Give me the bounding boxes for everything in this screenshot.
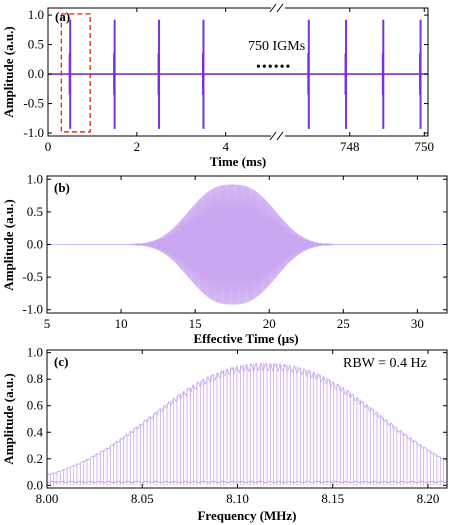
panel-b-xtick-5-label: 30 (411, 316, 424, 331)
panel-c-ytick-1-label: 0.2 (27, 451, 43, 466)
panel-a-ytick-1-label: -0.5 (23, 96, 44, 111)
spectrum-envelope (47, 362, 447, 476)
panel-b-xtick-2-label: 15 (189, 316, 202, 331)
panel-a-xtick-right-1-label: 750 (415, 139, 435, 154)
panel-c-ticks: 0.0 0.2 0.4 0.6 0.8 1.0 8.00 8.05 8.10 8.15 8.20 (27, 345, 447, 506)
panel-a-xtick-left-2-label: 4 (222, 139, 229, 154)
panel-c-xtick-1-label: 8.05 (131, 491, 154, 506)
panel-b-ytick-1-label: -0.5 (22, 269, 43, 284)
rbw-annotation: RBW = 0.4 Hz (343, 356, 427, 371)
panel-b-ytick-0-label: -1.0 (22, 302, 43, 317)
panel-c-ylabel: Amplitude (a.u.) (1, 373, 16, 464)
panel-c-frame (46, 349, 448, 489)
panel-b-ylabel: Amplitude (a.u.) (1, 199, 16, 290)
panel-c-ytick-5-label: 1.0 (27, 345, 43, 360)
panel-b-signal (47, 184, 447, 305)
ellipsis-dots: •••••• (256, 60, 291, 75)
panel-a-ytick-2-label: 0.0 (28, 66, 44, 81)
panel-a-ylabel: Amplitude (a.u.) (1, 26, 16, 117)
panel-c-ytick-3-label: 0.6 (27, 398, 44, 413)
panel-b-xtick-4-label: 25 (337, 316, 350, 331)
panel-a-frame (47, 7, 429, 137)
panel-c-ytick-2-label: 0.4 (27, 424, 44, 439)
panel-a-xtick-left-0-label: 0 (45, 139, 52, 154)
panel-b: -1.0 -0.5 0.0 0.5 1.0 5 10 15 20 25 30 (b) Effecti… (1, 171, 448, 346)
panel-c-label: (c) (54, 354, 68, 369)
panel-a-xtick-right-0-label: 748 (340, 139, 360, 154)
axis-break-top (269, 3, 285, 13)
panel-c-xtick-0-label: 8.00 (36, 491, 59, 506)
panel-c-ytick-0-label: 0.0 (27, 477, 43, 492)
igm-count-annotation: 750 IGMs (248, 39, 305, 54)
panel-c-signal (46, 362, 448, 486)
panel-b-label: (b) (54, 180, 70, 195)
panel-b-xtick-0-label: 5 (44, 316, 51, 331)
noise-floor (47, 480, 447, 484)
panel-a-ytick-0-label: -1.0 (23, 125, 44, 140)
panel-b-ytick-3-label: 0.5 (27, 204, 43, 219)
panel-c-xtick-2-label: 8.10 (226, 491, 249, 506)
panel-a-signal (48, 13, 428, 133)
panel-c-ytick-4-label: 0.8 (27, 371, 43, 386)
panel-b-ytick-4-label: 1.0 (27, 171, 43, 186)
interferogram-trace (47, 184, 447, 305)
panel-b-xtick-1-label: 10 (115, 316, 128, 331)
panel-a-xlabel: Time (ms) (210, 154, 266, 169)
panel-a-ytick-3-label: 0.5 (28, 37, 44, 52)
panel-c-xtick-3-label: 8.15 (321, 491, 344, 506)
panel-a-xtick-left-1-label: 2 (134, 139, 141, 154)
panel-a: -1.0-0.50.00.51.00 2 4 748 750 (a) 750 IGMs … (1, 3, 434, 169)
highlight-box (60, 13, 91, 133)
panel-b-ticks: -1.0 -0.5 0.0 0.5 1.0 5 10 15 20 25 30 (22, 171, 447, 331)
panel-b-xlabel: Effective Time (μs) (193, 331, 298, 346)
panel-a-label: (a) (55, 9, 70, 24)
panel-a-ytick-4-label: 1.0 (28, 7, 44, 22)
panel-c-xtick-4-label: 8.20 (417, 491, 440, 506)
panel-a-ticks: -1.0 -0.5 0.0 0.5 1.0 0 2 4 748 750 (23, 7, 434, 154)
panel-b-ytick-2-label: 0.0 (27, 237, 43, 252)
panel-c: 0.0 0.2 0.4 0.6 0.8 1.0 8.00 8.05 8.10 8.15 8.20 (… (1, 345, 448, 523)
panel-b-xtick-3-label: 20 (263, 316, 276, 331)
panel-c-xlabel: Frequency (MHz) (197, 508, 296, 523)
axis-break-bottom (269, 131, 285, 141)
